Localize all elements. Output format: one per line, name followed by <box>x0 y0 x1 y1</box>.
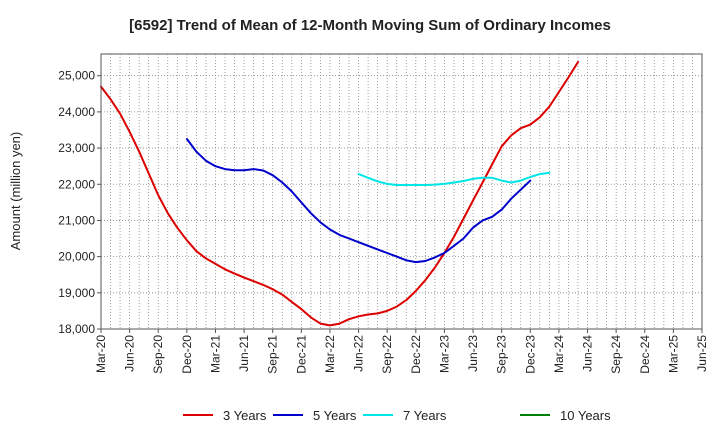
grid-layer <box>101 54 702 329</box>
x-tick-label: Dec-21 <box>294 335 308 374</box>
chart-title: [6592] Trend of Mean of 12-Month Moving … <box>129 17 611 34</box>
y-tick-label: 20,000 <box>58 250 95 264</box>
x-tick-label: Jun-24 <box>581 335 595 372</box>
x-tick-label: Mar-24 <box>552 335 566 373</box>
x-tick-label: Sep-23 <box>495 335 509 374</box>
series-line-5-years <box>185 138 532 264</box>
y-axis-label: Amount (million yen) <box>8 132 23 251</box>
x-tick-label: Sep-24 <box>609 335 623 374</box>
series-line-7-years <box>357 171 551 186</box>
x-tick-label: Jun-20 <box>123 335 137 372</box>
x-tick-label: Dec-24 <box>638 335 652 374</box>
y-tick-label: 22,000 <box>58 177 95 191</box>
x-tick-label: Dec-22 <box>409 335 423 374</box>
x-tick-label: Sep-22 <box>380 335 394 374</box>
y-tick-label: 24,000 <box>58 105 95 119</box>
x-tick-label: Mar-23 <box>437 335 451 373</box>
x-tick-label: Mar-22 <box>323 335 337 373</box>
plot-frame <box>100 53 703 330</box>
x-tick-label: Mar-25 <box>666 335 680 373</box>
y-tick-label: 18,000 <box>58 322 95 336</box>
legend-label-3-years: 3 Years <box>223 408 267 423</box>
y-tick-label: 25,000 <box>58 69 95 83</box>
x-tick-label: Dec-23 <box>523 335 537 374</box>
x-tick-label: Mar-20 <box>94 335 108 373</box>
x-tick-label: Dec-20 <box>180 335 194 374</box>
legend: 3 Years 5 Years 7 Years 10 Years <box>183 408 611 423</box>
x-tick-label: Sep-20 <box>151 335 165 374</box>
y-tick-label: 21,000 <box>58 213 95 227</box>
x-tick-label: Jun-21 <box>237 335 251 372</box>
y-tick-label: 23,000 <box>58 141 95 155</box>
x-tick-label: Sep-21 <box>266 335 280 374</box>
x-tick-label: Jun-23 <box>466 335 480 372</box>
legend-label-5-years: 5 Years <box>313 408 357 423</box>
legend-label-7-years: 7 Years <box>403 408 447 423</box>
series-layer <box>100 61 579 327</box>
tick-layer: 18,000 19,000 20,000 21,000 22,000 23,000 24,0… <box>58 69 709 374</box>
y-tick-label: 19,000 <box>58 286 95 300</box>
legend-label-10-years: 10 Years <box>560 408 611 423</box>
x-tick-label: Jun-25 <box>695 335 709 372</box>
x-tick-label: Jun-22 <box>352 335 366 372</box>
series-line-3-years <box>100 61 579 327</box>
x-tick-label: Mar-21 <box>208 335 222 373</box>
